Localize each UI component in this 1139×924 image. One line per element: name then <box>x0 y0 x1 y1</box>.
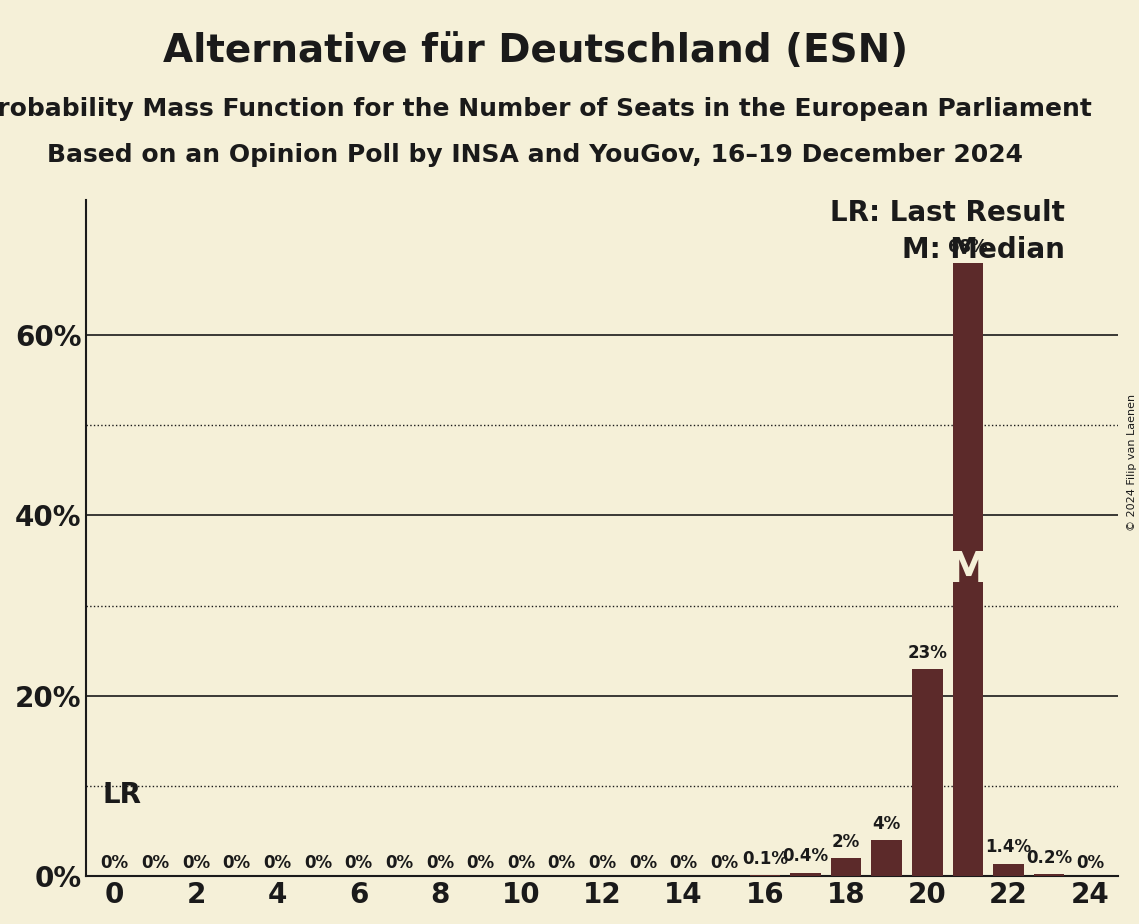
Text: © 2024 Filip van Laenen: © 2024 Filip van Laenen <box>1126 394 1137 530</box>
Text: Based on an Opinion Poll by INSA and YouGov, 16–19 December 2024: Based on an Opinion Poll by INSA and You… <box>48 143 1023 167</box>
Text: 0%: 0% <box>344 854 372 871</box>
Text: 0%: 0% <box>466 854 494 871</box>
Text: 0%: 0% <box>548 854 576 871</box>
Bar <box>871 840 902 876</box>
Text: 0%: 0% <box>304 854 331 871</box>
Text: 0%: 0% <box>222 854 251 871</box>
Text: 0%: 0% <box>670 854 698 871</box>
Bar <box>790 872 821 876</box>
Text: 0%: 0% <box>141 854 170 871</box>
Bar <box>952 263 983 876</box>
Text: 0%: 0% <box>588 854 616 871</box>
Text: 0.4%: 0.4% <box>782 847 828 865</box>
Bar <box>1034 874 1065 876</box>
Bar <box>993 864 1024 876</box>
Text: M: M <box>948 549 989 590</box>
Text: M: Median: M: Median <box>902 236 1065 263</box>
Text: 0%: 0% <box>100 854 129 871</box>
Text: 0.2%: 0.2% <box>1026 849 1072 867</box>
Text: 2%: 2% <box>831 833 860 851</box>
Text: 1.4%: 1.4% <box>985 838 1032 857</box>
Text: 68%: 68% <box>948 237 988 256</box>
Bar <box>912 669 943 876</box>
Text: 0%: 0% <box>1076 854 1104 871</box>
Text: LR: Last Result: LR: Last Result <box>830 199 1065 226</box>
Text: 0%: 0% <box>710 854 738 871</box>
Bar <box>830 858 861 876</box>
Text: 0.1%: 0.1% <box>741 850 788 868</box>
Text: 0%: 0% <box>385 854 413 871</box>
Text: Probability Mass Function for the Number of Seats in the European Parliament: Probability Mass Function for the Number… <box>0 97 1092 121</box>
Text: 4%: 4% <box>872 815 901 833</box>
Text: 0%: 0% <box>263 854 292 871</box>
Text: LR: LR <box>103 781 141 809</box>
Text: 0%: 0% <box>507 854 535 871</box>
Text: 0%: 0% <box>426 854 453 871</box>
Text: Alternative für Deutschland (ESN): Alternative für Deutschland (ESN) <box>163 32 908 70</box>
Text: 0%: 0% <box>629 854 657 871</box>
Text: 23%: 23% <box>908 643 948 662</box>
Text: 0%: 0% <box>182 854 210 871</box>
